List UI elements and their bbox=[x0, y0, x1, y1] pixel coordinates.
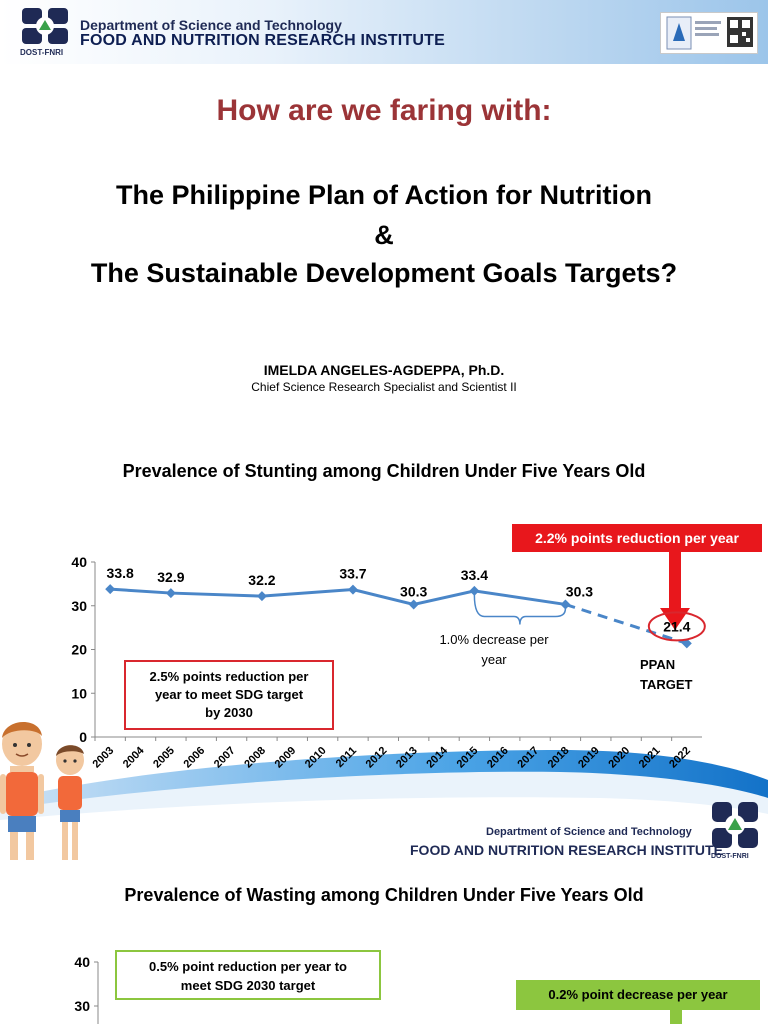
wasting-sdg-line1: 0.5% point reduction per year to bbox=[149, 959, 347, 974]
x-tick-label: 2018 bbox=[546, 745, 572, 771]
sdg-note-line1: 2.5% points reduction per bbox=[149, 669, 309, 684]
data-point bbox=[408, 599, 419, 610]
main-title-line2: & bbox=[374, 220, 394, 250]
decrease-note: 1.0% decrease per year bbox=[426, 630, 562, 670]
decrease-brace bbox=[473, 594, 567, 625]
footer-department: Department of Science and Technology bbox=[486, 826, 692, 838]
stunting-chart-title: Prevalence of Stunting among Children Un… bbox=[122, 461, 646, 481]
sdg-note-line2: year to meet SDG target bbox=[154, 687, 304, 702]
footer-institute: FOOD AND NUTRITION RESEARCH INSTITUTE bbox=[410, 842, 723, 858]
footer-dost-logo-icon bbox=[712, 802, 758, 848]
x-tick-label: 2016 bbox=[485, 745, 511, 771]
x-tick-label: 2017 bbox=[515, 745, 541, 771]
data-point bbox=[256, 591, 267, 602]
data-point bbox=[165, 588, 176, 599]
data-label: 32.9 bbox=[157, 569, 184, 585]
x-tick-label: 2005 bbox=[151, 745, 177, 771]
wasting-chart-title: Prevalence of Wasting among Children Und… bbox=[124, 885, 644, 905]
wasting-y-tick-label: 30 bbox=[74, 998, 90, 1014]
y-tick-label: 10 bbox=[71, 685, 87, 701]
main-title-line3: The Sustainable Development Goals Target… bbox=[90, 258, 678, 288]
stunting-projection-line bbox=[564, 603, 688, 645]
wasting-sdg-line2: meet SDG 2030 target bbox=[180, 978, 316, 993]
y-tick-label: 40 bbox=[71, 555, 87, 570]
data-point bbox=[347, 584, 358, 595]
x-tick-label: 2006 bbox=[182, 745, 208, 771]
main-title-line1: The Philippine Plan of Action for Nutrit… bbox=[116, 180, 652, 210]
data-point bbox=[469, 585, 480, 596]
ppan-label-line1: PPAN bbox=[640, 657, 676, 672]
data-label: 33.8 bbox=[107, 565, 134, 581]
decrease-note-line1: 1.0% decrease per bbox=[439, 632, 549, 647]
ppan-target-label: PPAN TARGET bbox=[640, 655, 692, 695]
header-department: Department of Science and Technology bbox=[80, 17, 342, 33]
x-tick-label: 2011 bbox=[334, 745, 359, 770]
x-tick-label: 2004 bbox=[121, 744, 147, 770]
reduction-rate-box: 2.2% points reduction per year bbox=[512, 524, 762, 552]
footer-logo-label: DOST-FNRI bbox=[711, 853, 749, 860]
wasting-down-arrow-icon bbox=[670, 1010, 682, 1024]
x-tick-label: 2012 bbox=[364, 745, 390, 771]
footer-wave bbox=[0, 750, 768, 866]
y-tick-label: 30 bbox=[71, 598, 87, 614]
wasting-decrease-box: 0.2% point decrease per year bbox=[516, 980, 760, 1010]
data-label: 21.4 bbox=[663, 618, 690, 634]
data-label: 30.3 bbox=[566, 583, 593, 599]
y-tick-label: 0 bbox=[79, 729, 87, 745]
x-tick-label: 2013 bbox=[394, 745, 420, 771]
stunting-series-line bbox=[110, 587, 566, 606]
wasting-line-chart: 30 40 bbox=[74, 954, 99, 1024]
x-tick-label: 2003 bbox=[90, 745, 116, 771]
x-tick-label: 2015 bbox=[455, 745, 481, 771]
wasting-sdg-box: 0.5% point reduction per year to meet SD… bbox=[115, 950, 381, 1000]
author-role: Chief Science Research Specialist and Sc… bbox=[251, 380, 517, 394]
decrease-note-line2: year bbox=[481, 652, 507, 667]
x-tick-label: 2021 bbox=[637, 745, 663, 771]
wasting-y-tick-label: 40 bbox=[74, 954, 90, 970]
data-label: 33.7 bbox=[339, 566, 366, 582]
x-tick-label: 2014 bbox=[424, 744, 450, 770]
sdg-target-note: 2.5% points reduction per year to meet S… bbox=[124, 660, 334, 730]
y-tick-label: 20 bbox=[71, 642, 87, 658]
x-tick-label: 2007 bbox=[212, 745, 238, 771]
data-label: 33.4 bbox=[461, 567, 488, 583]
dost-logo-icon bbox=[22, 8, 68, 44]
certification-icon bbox=[666, 16, 753, 50]
children-illustration bbox=[0, 721, 84, 860]
author-name: IMELDA ANGELES-AGDEPPA, Ph.D. bbox=[263, 362, 505, 378]
header-logo-label: DOST-FNRI bbox=[20, 48, 64, 57]
header-institute: FOOD AND NUTRITION RESEARCH INSTITUTE bbox=[80, 32, 446, 49]
header-banner bbox=[0, 0, 768, 64]
x-tick-label: 2010 bbox=[303, 745, 329, 771]
target-highlight-ring bbox=[647, 611, 706, 642]
data-point bbox=[105, 584, 116, 595]
x-tick-label: 2022 bbox=[667, 745, 693, 771]
data-label: 32.2 bbox=[248, 572, 275, 588]
x-tick-label: 2019 bbox=[576, 745, 602, 771]
data-label: 30.3 bbox=[400, 583, 427, 599]
sdg-note-line3: by 2030 bbox=[205, 705, 253, 720]
certification-badge bbox=[660, 12, 758, 54]
x-tick-label: 2020 bbox=[606, 745, 632, 771]
title-question: How are we faring with: bbox=[216, 94, 552, 127]
x-tick-label: 2008 bbox=[242, 745, 268, 771]
ppan-label-line2: TARGET bbox=[640, 677, 693, 692]
x-tick-label: 2009 bbox=[273, 745, 299, 771]
